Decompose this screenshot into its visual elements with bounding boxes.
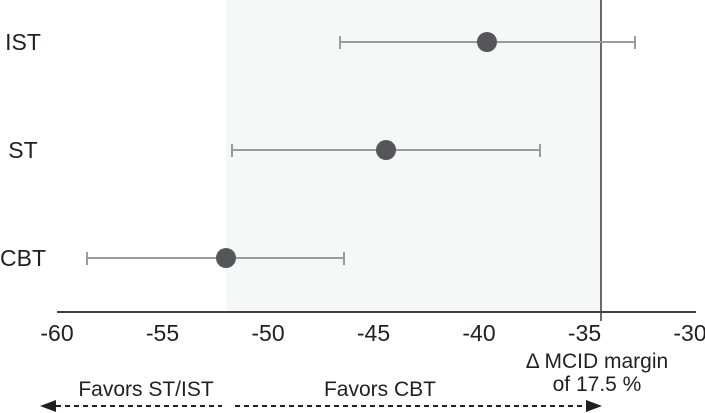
x-tick-label--50: -50 [251, 320, 285, 346]
right-arrowhead-icon [586, 400, 602, 412]
point-estimate-cbt [215, 248, 236, 268]
left-arrowhead-icon [40, 400, 56, 412]
ci-cap-high-cbt [342, 252, 345, 265]
mcid-margin-line [600, 0, 603, 321]
ci-line-cbt [86, 257, 344, 259]
x-tick-label--45: -45 [356, 320, 391, 346]
mcid-margin-label-line2: of 17.5 % [552, 373, 642, 396]
ci-cap-low-ist [338, 36, 341, 49]
mcid-shaded-region [225, 0, 602, 311]
x-tick-label--35: -35 [567, 320, 602, 346]
mcid-margin-label-line1: Δ MCID margin [525, 350, 669, 373]
ci-cap-high-ist [634, 36, 637, 49]
mcid-margin-label: Δ MCID margin of 17.5 % [487, 350, 705, 396]
favors-right-dashed-arrow [235, 405, 586, 407]
category-label-ist: IST [5, 29, 41, 55]
favors-left-dashed-arrow [56, 405, 222, 407]
favors-cbt-label: Favors CBT [323, 378, 436, 401]
x-axis-line [57, 311, 696, 313]
x-tick-label--30: -30 [673, 320, 705, 346]
category-label-st: ST [8, 137, 38, 163]
ci-cap-low-cbt [85, 252, 88, 265]
category-label-cbt: CBT [0, 245, 46, 271]
x-tick-label--60: -60 [40, 320, 74, 346]
ci-cap-high-st [539, 144, 542, 157]
favors-st-ist-label: Favors ST/IST [78, 378, 214, 401]
point-estimate-st [376, 140, 397, 160]
ci-cap-low-st [231, 144, 234, 157]
x-tick-label--55: -55 [145, 320, 180, 346]
point-estimate-ist [477, 32, 498, 52]
x-tick-label--40: -40 [462, 320, 496, 346]
